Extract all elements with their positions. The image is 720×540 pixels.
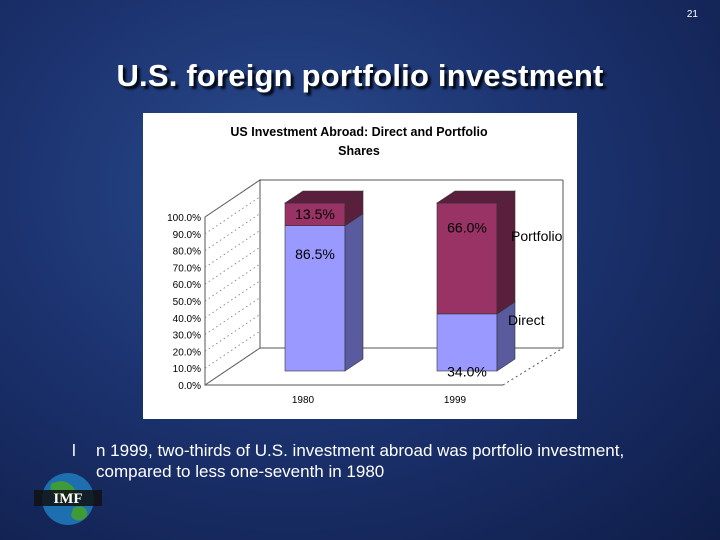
data-label: 66.0% — [447, 219, 487, 235]
y-tick-label: 80.0% — [173, 247, 201, 258]
bar-segment-portfolio — [436, 202, 498, 315]
y-tick-label: 40.0% — [173, 314, 201, 325]
y-tick-depth-line — [204, 213, 261, 251]
y-tick-depth-line — [204, 263, 261, 302]
svg-text:IMF: IMF — [53, 491, 82, 507]
bullet-text: n 1999, two-thirds of U.S. investment ab… — [96, 441, 625, 481]
y-tick-label: 30.0% — [173, 331, 201, 342]
chart-title-line2: Shares — [338, 144, 380, 158]
data-label: 34.0% — [447, 363, 487, 379]
legend-direct: Direct — [508, 312, 545, 328]
stacked-bar-chart: US Investment Abroad: Direct and Portfol… — [167, 125, 564, 406]
data-label: 13.5% — [295, 206, 335, 222]
y-tick-depth-line — [204, 314, 261, 352]
slide-title: U.S. foreign portfolio investment — [116, 58, 604, 93]
y-tick-label: 70.0% — [173, 263, 201, 274]
y-tick-label: 60.0% — [173, 280, 201, 291]
slide-number: 21 — [686, 9, 698, 20]
y-tick-depth-line — [204, 330, 261, 369]
bar-top-face — [436, 190, 516, 204]
y-tick-depth-line — [204, 297, 261, 335]
bar-side-portfolio — [496, 190, 516, 315]
y-tick-label: 90.0% — [173, 230, 201, 241]
y-tick-depth-line — [204, 347, 261, 386]
y-tick-depth-line — [204, 280, 261, 319]
y-tick-depth-line — [204, 179, 261, 218]
chart-left-wall — [204, 179, 261, 386]
y-tick-label: 20.0% — [173, 347, 201, 358]
chart-title: US Investment Abroad: Direct and Portfol… — [230, 125, 488, 139]
chart-panel: US Investment Abroad: Direct and Portfol… — [143, 113, 577, 419]
bar-side-direct — [344, 213, 364, 372]
bullet-mark: l — [72, 441, 76, 460]
y-tick-depth-line — [204, 230, 261, 268]
y-tick-label: 0.0% — [178, 381, 201, 392]
data-label: 86.5% — [295, 246, 335, 262]
bar-top-face — [284, 190, 364, 204]
chart-floor-right — [502, 347, 564, 386]
y-tick-depth-line — [204, 196, 261, 235]
y-tick-label: 10.0% — [173, 364, 201, 375]
y-tick-label: 100.0% — [167, 213, 201, 224]
x-tick-label: 1999 — [444, 395, 467, 406]
y-tick-label: 50.0% — [173, 297, 201, 308]
x-tick-label: 1980 — [292, 395, 315, 406]
y-tick-depth-line — [204, 246, 261, 285]
legend-portfolio: Portfolio — [511, 228, 563, 244]
imf-globe-logo: IMF — [34, 473, 102, 525]
bar-segment-direct — [436, 313, 498, 372]
bar-segment-direct — [284, 225, 346, 372]
